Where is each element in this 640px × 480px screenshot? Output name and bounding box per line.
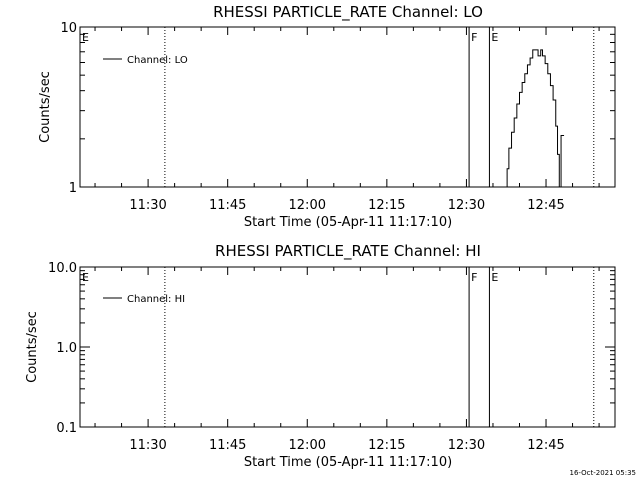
x-tick-label: 12:00 [289,198,326,213]
x-axis-label: Start Time (05-Apr-11 11:17:10) [244,455,452,470]
x-tick-label: 12:45 [527,438,564,453]
x-tick-label: 12:30 [448,438,485,453]
y-tick-label: 10.0 [48,261,77,276]
chart-title: RHESSI PARTICLE_RATE Channel: HI [215,242,481,261]
y-tick-label: 1.0 [56,341,77,356]
panel-channel-lo: RHESSI PARTICLE_RATE Channel: LO Counts/… [38,3,616,230]
x-axis-label: Start Time (05-Apr-11 11:17:10) [244,215,452,230]
y-axis-label: Counts/sec [38,71,53,143]
marker-label: E [491,31,498,44]
x-tick-label: 12:15 [368,198,405,213]
x-tick-label: 12:45 [527,198,564,213]
y-axis-label: Counts/sec [25,311,40,383]
marker-label: E [82,31,89,44]
x-tick-label: 11:45 [209,438,246,453]
y-tick-label: 0.1 [56,421,77,436]
marker-label: E [491,271,498,284]
plot-frame [79,26,616,188]
x-tick-label: 11:30 [129,198,166,213]
legend-label: Channel: LO [127,55,188,66]
panel-channel-hi: RHESSI PARTICLE_RATE Channel: HI Counts/… [25,242,616,470]
plot-frame [79,266,616,428]
x-tick-label: 12:30 [448,198,485,213]
y-tick-label: 1 [69,181,77,196]
x-tick-label: 11:45 [209,198,246,213]
legend-label: Channel: HI [127,294,185,305]
chart-title: RHESSI PARTICLE_RATE Channel: LO [213,3,483,22]
series-line [504,49,565,188]
marker-label: E [82,271,89,284]
x-tick-label: 11:30 [129,438,166,453]
x-tick-label: 12:00 [289,438,326,453]
marker-label: F [471,31,477,44]
x-tick-label: 12:15 [368,438,405,453]
y-tick-label: 10 [60,21,77,36]
marker-label: F [471,271,477,284]
footer-timestamp: 16-Oct-2021 05:35 [570,469,636,477]
